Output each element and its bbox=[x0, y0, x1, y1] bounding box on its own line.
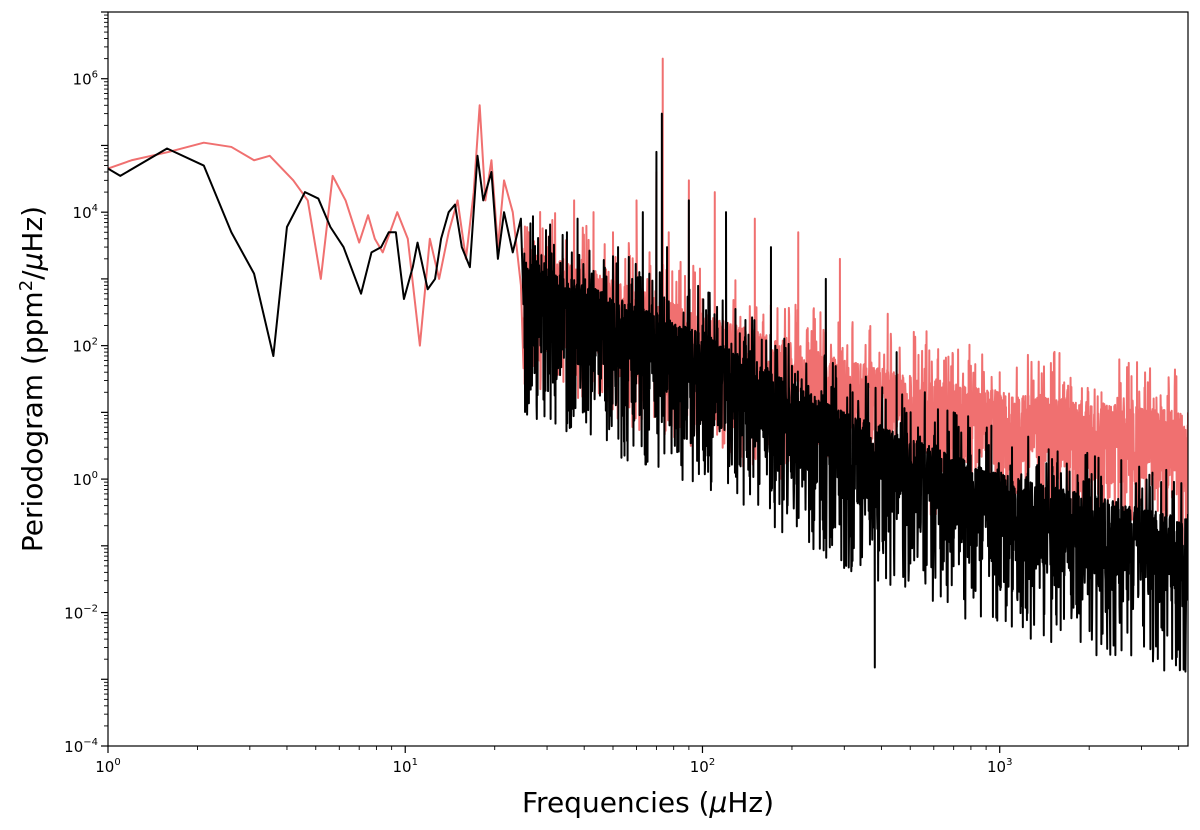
y-tick-label: 100 bbox=[73, 470, 98, 489]
x-axis-ticks: 100 101 102 103 bbox=[95, 746, 1180, 776]
y-tick-label: 104 bbox=[73, 203, 98, 222]
y-tick-label: 106 bbox=[73, 70, 98, 89]
x-tick-label: 103 bbox=[987, 757, 1012, 776]
y-axis-title-mu: μ bbox=[16, 253, 49, 272]
y-tick-label: 102 bbox=[73, 337, 98, 356]
x-tick-label: 100 bbox=[95, 757, 120, 776]
y-axis-title-sup: 2 bbox=[16, 280, 37, 291]
series-line-1 bbox=[108, 57, 1188, 549]
y-tick-label: 10−4 bbox=[64, 737, 98, 756]
x-axis-title-unit: Hz) bbox=[727, 786, 774, 819]
y-tick-label: 10−2 bbox=[64, 604, 98, 623]
x-axis-title-main: Frequencies ( bbox=[522, 786, 710, 819]
x-axis-title-mu: μ bbox=[708, 786, 727, 819]
x-tick-label: 101 bbox=[393, 757, 418, 776]
x-tick-label: 102 bbox=[690, 757, 715, 776]
y-axis-title-slash: / bbox=[16, 270, 49, 280]
plot-frame bbox=[107, 11, 1189, 747]
y-axis-ticks: 10−4 10−2 100 102 104 106 bbox=[64, 11, 108, 756]
y-axis-title: Periodogram (ppm2/μHz) bbox=[16, 206, 50, 552]
y-axis-title-main: Periodogram (ppm bbox=[16, 291, 49, 552]
y-axis-title-unit: Hz) bbox=[16, 206, 49, 253]
series-layer bbox=[108, 57, 1188, 673]
series-line-2 bbox=[108, 112, 1188, 673]
x-axis-title: Frequencies (μHz) bbox=[522, 786, 774, 819]
